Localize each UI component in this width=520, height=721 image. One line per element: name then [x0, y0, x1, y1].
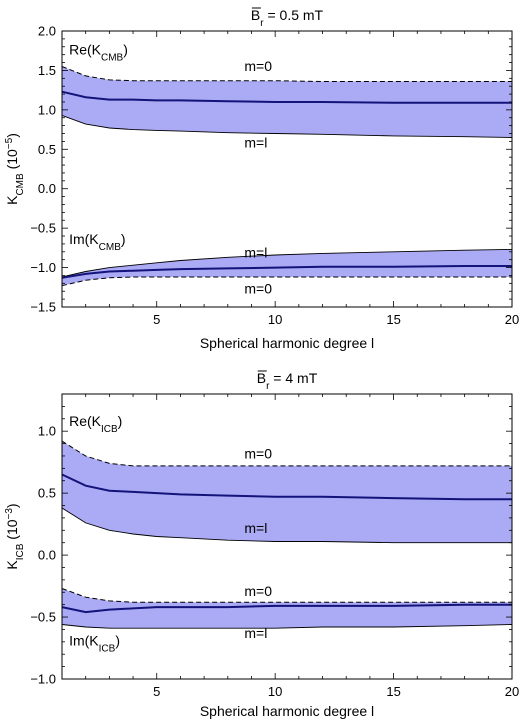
re-mean-line [61, 90, 512, 104]
x-axis-label: Spherical harmonic degree l [200, 335, 374, 351]
annotation-ml-upper: m=l [244, 135, 267, 151]
y-tick-label: −0.5 [30, 610, 56, 625]
y-tick-label: 1.0 [38, 102, 56, 117]
panel-bottom: 5 10 15 20 −1.0 −0.5 0.0 0.5 1.0 Br = 4 mT Spheric… [4, 370, 520, 719]
x-tick-label: 15 [386, 312, 400, 327]
im-ml-line [61, 624, 513, 629]
y-tick-label: −1.0 [30, 260, 56, 275]
re-m0-line [61, 440, 512, 467]
x-tick-label: 5 [153, 312, 160, 327]
im-ml-line [61, 248, 513, 278]
annotation-m0-upper: m=0 [244, 58, 272, 74]
y-tick-label: 1.0 [38, 424, 56, 439]
y-axis-label: KCMB (10−5) [4, 133, 26, 205]
annotation-m0-upper: m=0 [244, 445, 272, 461]
panel-title: Br = 4 mT [257, 370, 318, 392]
y-tick-label: 2.0 [38, 24, 56, 39]
re-ml-line [61, 114, 513, 138]
im-mean-line [61, 603, 512, 614]
re-mean-line [61, 473, 512, 501]
x-tick-label: 20 [505, 312, 519, 327]
re-m0-line [61, 66, 512, 82]
y-tick-label: 1.5 [38, 63, 56, 78]
annotation-im-label: Im(KCMB) [69, 231, 125, 253]
y-tick-label: 0.5 [38, 142, 56, 157]
re-ml-line [61, 507, 512, 544]
annotation-ml-upper: m=l [244, 520, 267, 536]
annotation-im-label: Im(KICB) [69, 633, 120, 655]
im-band [62, 588, 512, 629]
y-axis-label: KICB (10−3) [4, 503, 26, 569]
plot-frame [61, 30, 513, 308]
annotation-re-label: Re(KCMB) [69, 42, 128, 64]
y-tick-label: 0.5 [38, 486, 56, 501]
im-m0-line [61, 276, 512, 287]
im-m0-line [61, 588, 512, 603]
annotation-m0-lower: m=0 [244, 281, 272, 297]
plot-frame [61, 393, 513, 680]
annotation-ml-lower: m=l [244, 625, 267, 641]
panel-top: 5 10 15 20 −1.5 −1.0 −0.5 0.0 0.5 1.0 1.5 2.0 Br = 0… [4, 7, 520, 351]
x-tick-label: 10 [268, 312, 282, 327]
y-tick-label: −1.0 [30, 672, 56, 687]
x-tick-label: 15 [386, 684, 400, 699]
annotation-ml-lower: m=l [244, 244, 267, 260]
re-band [62, 441, 512, 543]
x-axis-label: Spherical harmonic degree l [200, 703, 374, 719]
y-tick-label: −1.5 [30, 300, 56, 315]
y-tick-label: 0.0 [38, 548, 56, 563]
panel-title: Br = 0.5 mT [251, 7, 324, 29]
x-tick-label: 10 [268, 684, 282, 699]
annotation-re-label: Re(KICB) [69, 413, 122, 435]
y-tick-label: 0.0 [38, 181, 56, 196]
x-tick-label: 20 [505, 684, 519, 699]
y-tick-label: −0.5 [30, 221, 56, 236]
x-tick-label: 5 [153, 684, 160, 699]
im-mean-line [61, 265, 512, 279]
annotation-m0-lower: m=0 [244, 583, 272, 599]
